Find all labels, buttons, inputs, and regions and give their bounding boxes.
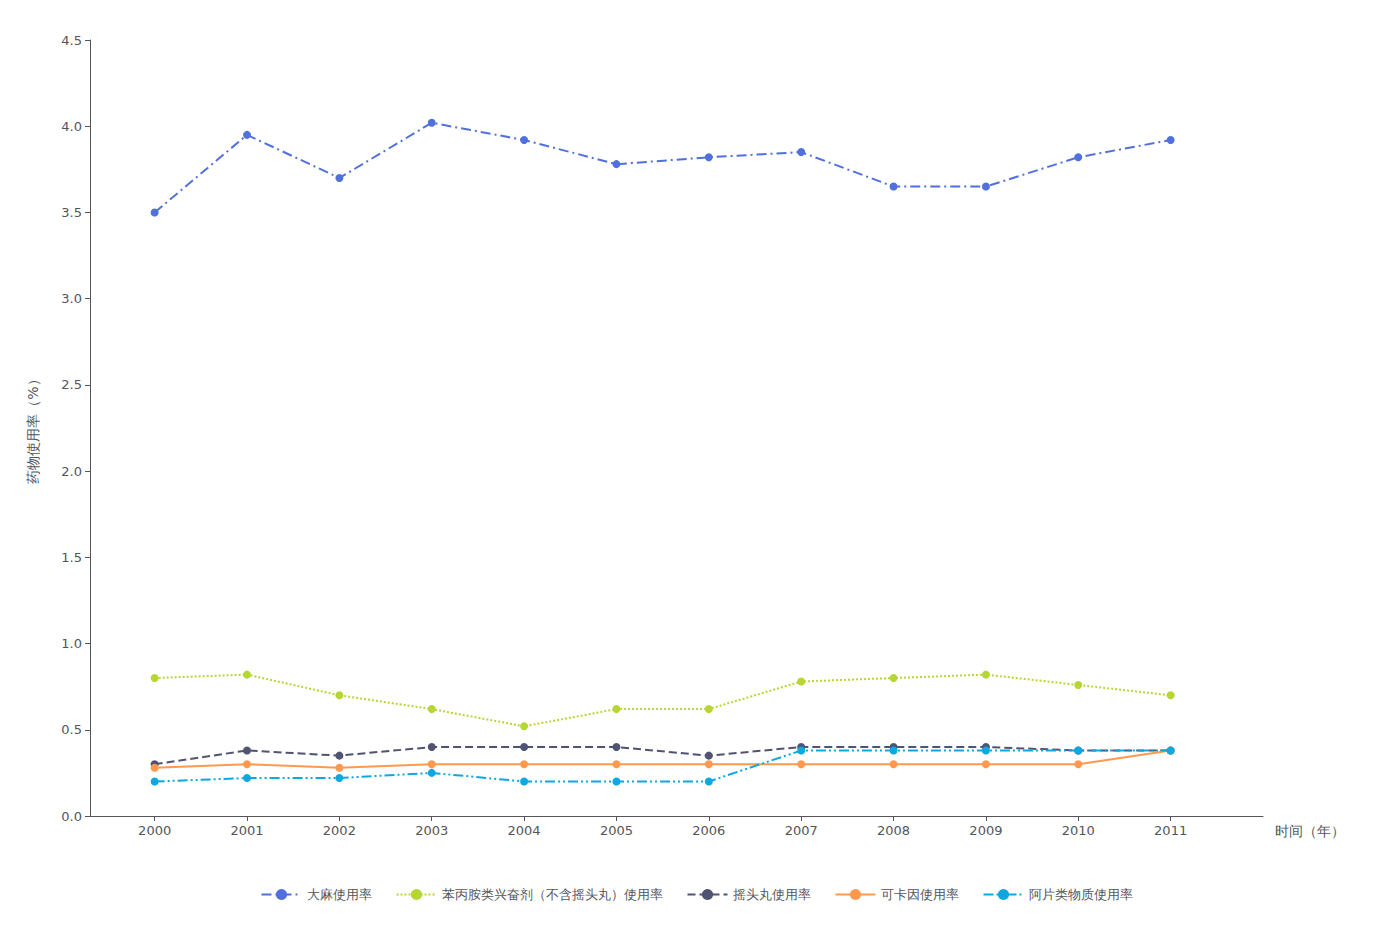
svg-text:2010: 2010 — [1062, 823, 1095, 838]
svg-text:2001: 2001 — [230, 823, 263, 838]
svg-text:2008: 2008 — [877, 823, 910, 838]
svg-text:时间（年）: 时间（年） — [1275, 823, 1345, 839]
svg-text:4.5: 4.5 — [61, 33, 82, 48]
svg-text:1.5: 1.5 — [61, 550, 82, 565]
svg-text:阿片类物质使用率: 阿片类物质使用率 — [1029, 887, 1133, 902]
svg-text:2.5: 2.5 — [61, 377, 82, 392]
svg-text:4.0: 4.0 — [61, 119, 82, 134]
svg-text:可卡因使用率: 可卡因使用率 — [881, 887, 959, 902]
svg-text:2006: 2006 — [692, 823, 725, 838]
svg-text:2003: 2003 — [415, 823, 448, 838]
svg-text:2011: 2011 — [1154, 823, 1187, 838]
svg-text:2005: 2005 — [600, 823, 633, 838]
svg-text:2002: 2002 — [323, 823, 356, 838]
svg-text:药物使用率（%）: 药物使用率（%） — [25, 372, 41, 483]
svg-text:3.0: 3.0 — [61, 291, 82, 306]
svg-text:苯丙胺类兴奋剂（不含摇头丸）使用率: 苯丙胺类兴奋剂（不含摇头丸）使用率 — [442, 887, 663, 902]
svg-text:2009: 2009 — [969, 823, 1002, 838]
svg-text:大麻使用率: 大麻使用率 — [307, 887, 372, 902]
svg-text:1.0: 1.0 — [61, 636, 82, 651]
svg-text:0.0: 0.0 — [61, 809, 82, 824]
svg-text:2004: 2004 — [508, 823, 541, 838]
svg-text:摇头丸使用率: 摇头丸使用率 — [733, 887, 811, 902]
svg-text:2000: 2000 — [138, 823, 171, 838]
svg-text:0.5: 0.5 — [61, 722, 82, 737]
svg-text:3.5: 3.5 — [61, 205, 82, 220]
svg-text:2007: 2007 — [785, 823, 818, 838]
svg-text:2.0: 2.0 — [61, 464, 82, 479]
